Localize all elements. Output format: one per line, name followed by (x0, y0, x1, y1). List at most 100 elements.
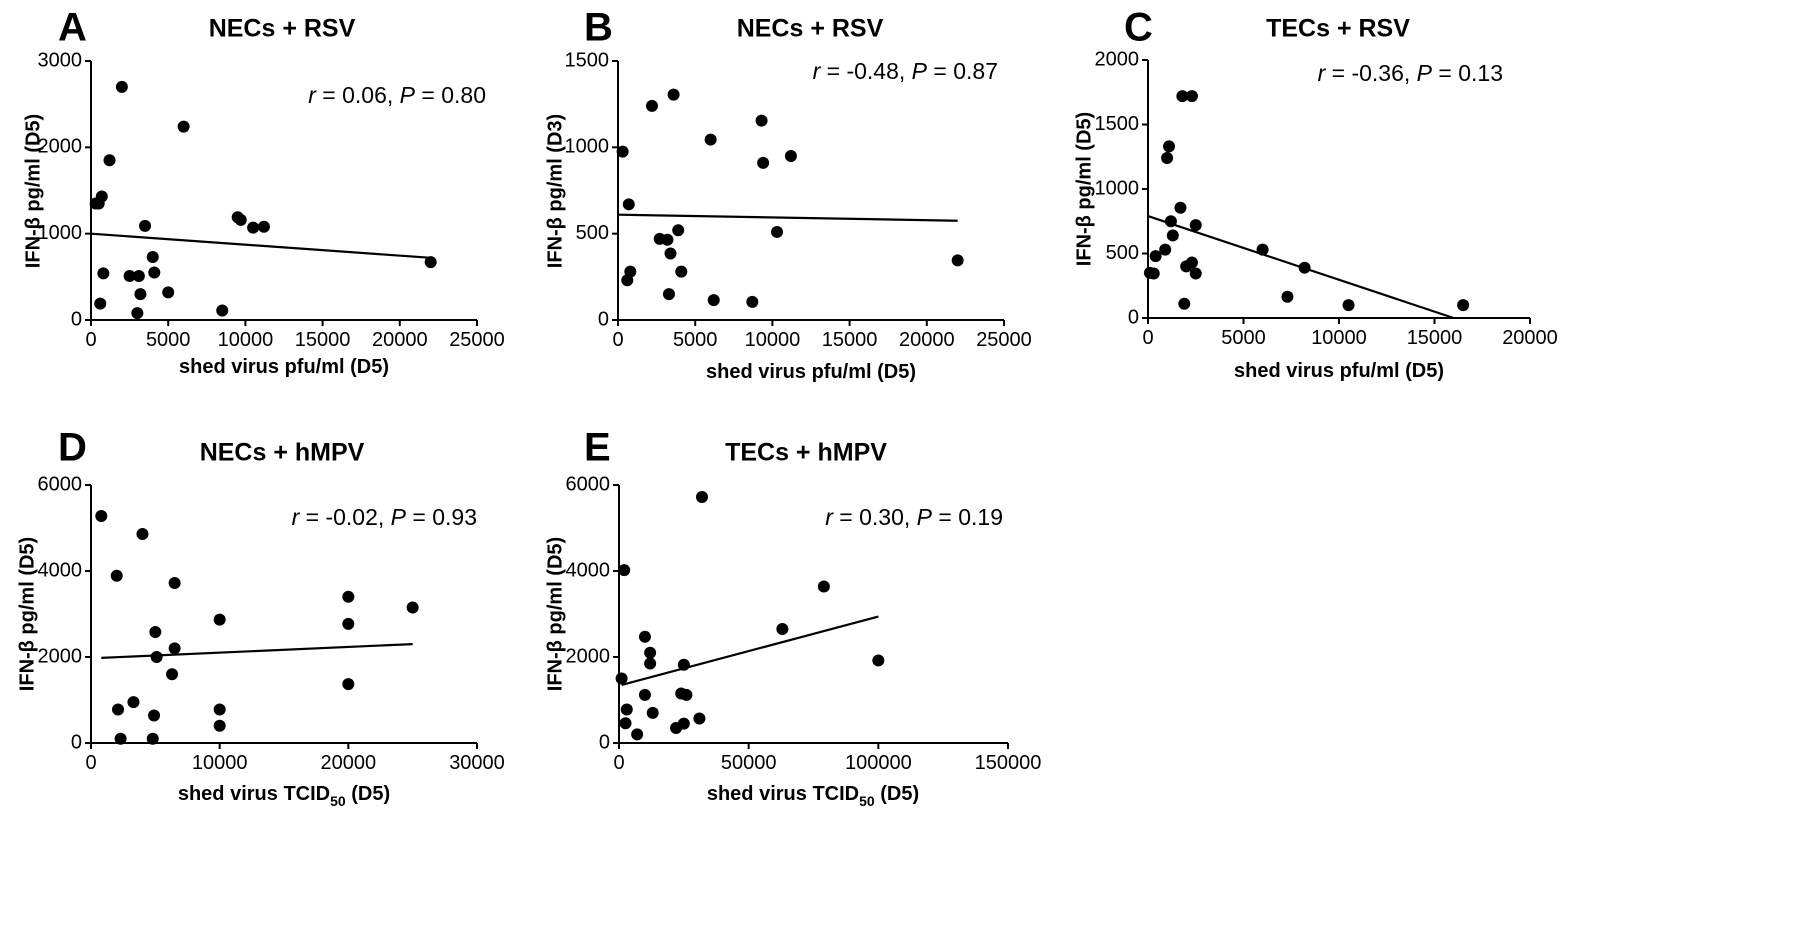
panel-title: NECs + RSV (209, 15, 356, 43)
x-axis-label: shed virus pfu/ml (D5) (1234, 360, 1444, 382)
x-tick-label: 20000 (899, 329, 955, 351)
data-point (645, 99, 658, 112)
x-tick-label: 5000 (146, 329, 191, 351)
data-point (1164, 215, 1177, 228)
stat-r-label: r (1318, 60, 1327, 86)
correlation-stat: r = -0.02, P = 0.93 (292, 504, 477, 530)
y-axis-label: IFN-β pg/ml (D5) (544, 537, 566, 691)
stat-p-value: = 0.13 (1432, 60, 1503, 86)
panel-letter: C (1124, 6, 1153, 50)
stat-r-label: r (825, 504, 834, 530)
x-tick-label: 0 (85, 329, 96, 351)
x-axis-label-subscript: 50 (330, 793, 346, 809)
panel-letter: A (58, 6, 87, 50)
data-point (247, 221, 260, 234)
data-point (213, 703, 226, 716)
stat-p-label: P (400, 82, 416, 108)
panel-title: NECs + hMPV (200, 439, 365, 467)
panel-title: TECs + RSV (1266, 15, 1410, 43)
data-point (776, 623, 789, 636)
data-point (342, 678, 355, 691)
stat-p-value: = 0.80 (415, 82, 486, 108)
data-point (664, 247, 677, 260)
data-point (1342, 299, 1355, 312)
data-point (136, 528, 149, 541)
y-tick-label: 2000 (566, 645, 611, 667)
data-point (707, 294, 720, 307)
data-point (951, 254, 964, 267)
data-point (177, 120, 190, 133)
x-tick-label: 10000 (1311, 327, 1367, 349)
data-point (784, 149, 797, 162)
data-point (406, 601, 419, 614)
data-point (675, 265, 688, 278)
x-tick-label: 20000 (321, 752, 377, 774)
regression-line (621, 615, 879, 687)
data-point (1159, 243, 1172, 256)
x-tick-label: 15000 (822, 329, 878, 351)
x-tick-label: 15000 (1407, 327, 1463, 349)
x-tick-label: 15000 (295, 329, 351, 351)
data-point (757, 156, 770, 169)
data-point (110, 569, 123, 582)
data-point (1189, 267, 1202, 280)
regression-line (90, 232, 431, 259)
x-axis-label-main: shed virus TCID (178, 783, 330, 805)
x-tick-label: 25000 (449, 329, 505, 351)
x-tick-label: 150000 (975, 752, 1042, 774)
x-tick-label: 25000 (976, 329, 1032, 351)
y-tick-label: 4000 (566, 559, 611, 581)
panel-c: C TECs + RSV r = -0.36, P = 0.13 0 500 1000 15… (1073, 6, 1558, 382)
data-point (213, 719, 226, 732)
y-tick-label: 1000 (38, 222, 83, 244)
x-axis-label: shed virus TCID50 (D5) (178, 783, 390, 809)
x-axis-label-tail: (D5) (875, 783, 919, 805)
y-tick-label: 6000 (566, 473, 611, 495)
data-point (1161, 152, 1174, 165)
data-point (216, 304, 229, 317)
panel-d: D NECs + hMPV r = -0.02, P = 0.93 0 2000 4000… (16, 426, 505, 809)
data-point (1163, 140, 1176, 153)
data-point (146, 250, 159, 263)
stat-p-value: = 0.19 (932, 504, 1003, 530)
y-tick-label: 0 (1128, 306, 1139, 328)
data-point (162, 286, 175, 299)
correlation-stat: r = -0.36, P = 0.13 (1318, 60, 1503, 86)
data-point (1147, 267, 1160, 280)
data-point (693, 712, 706, 725)
y-tick-label: 1500 (1095, 113, 1140, 135)
data-point (1457, 299, 1470, 312)
y-tick-label: 0 (599, 731, 610, 753)
y-axis-label: IFN-β pg/ml (D3) (544, 114, 566, 268)
stat-r-value: = 0.30, (833, 504, 917, 530)
data-point (168, 642, 181, 655)
data-point (94, 297, 107, 310)
data-point (95, 190, 108, 203)
x-axis-label-main: shed virus TCID (707, 783, 859, 805)
y-axis-label: IFN-β pg/ml (D5) (1073, 112, 1095, 266)
regression-line (101, 643, 413, 659)
data-point (1149, 250, 1162, 263)
data-point (1256, 243, 1269, 256)
data-point (139, 219, 152, 232)
data-point (661, 233, 674, 246)
x-axis-label-tail: (D5) (346, 783, 390, 805)
data-point (424, 256, 437, 269)
y-tick-label: 0 (598, 308, 609, 330)
data-point (97, 267, 110, 280)
data-point (1185, 256, 1198, 269)
stat-p-value: = 0.93 (406, 504, 477, 530)
y-tick-label: 1000 (565, 136, 610, 158)
correlation-stat: r = 0.30, P = 0.19 (825, 504, 1003, 530)
data-point (123, 269, 136, 282)
data-point (168, 577, 181, 590)
data-point (695, 491, 708, 504)
data-point (1176, 90, 1189, 103)
data-point (148, 709, 161, 722)
data-point (618, 564, 631, 577)
stat-r-label: r (813, 58, 822, 84)
data-point (1298, 261, 1311, 274)
x-tick-label: 30000 (449, 752, 505, 774)
x-tick-label: 20000 (1502, 327, 1558, 349)
data-point (134, 288, 147, 301)
